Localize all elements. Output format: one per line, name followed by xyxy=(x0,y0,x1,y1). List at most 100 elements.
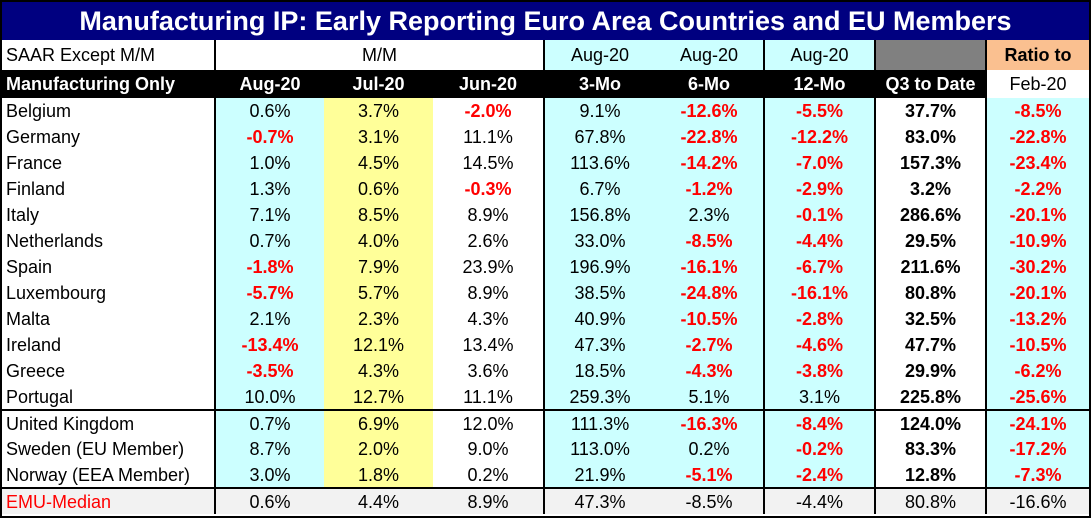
cell-ratio-feb20: -20.1% xyxy=(985,202,1090,228)
header-row-1: SAAR Except M/M M/M Aug-20 Aug-20 Aug-20… xyxy=(2,40,1090,70)
cell-aug20: 0.6% xyxy=(215,98,324,124)
cell-jul20: 2.0% xyxy=(324,436,433,462)
header-ratio-to: Ratio to xyxy=(985,40,1090,70)
cell-jul20: 12.7% xyxy=(324,384,433,410)
header-col-aug20: Aug-20 xyxy=(215,70,324,98)
cell-jul20: 12.1% xyxy=(324,332,433,358)
cell-q3-to-date: 80.8% xyxy=(874,487,987,514)
cell-3mo: 259.3% xyxy=(543,384,656,410)
cell-jul20: 7.9% xyxy=(324,254,433,280)
cell-aug20: 7.1% xyxy=(215,202,324,228)
cell-q3-to-date: 286.6% xyxy=(874,202,987,228)
row-label: Sweden (EU Member) xyxy=(2,436,216,462)
cell-6mo: -4.3% xyxy=(655,358,765,384)
row-label: Italy xyxy=(2,202,216,228)
cell-3mo: 6.7% xyxy=(543,176,656,202)
cell-jun20: 14.5% xyxy=(433,150,545,176)
cell-3mo: 156.8% xyxy=(543,202,656,228)
cell-jul20: 1.8% xyxy=(324,462,433,488)
cell-6mo: -22.8% xyxy=(655,124,765,150)
cell-6mo: 2.3% xyxy=(655,202,765,228)
cell-12mo: -2.4% xyxy=(763,462,876,488)
cell-jun20: 12.0% xyxy=(433,409,545,436)
cell-12mo: -5.5% xyxy=(763,98,876,124)
cell-aug20: 1.0% xyxy=(215,150,324,176)
cell-3mo: 196.9% xyxy=(543,254,656,280)
table-row: Italy 7.1% 8.5% 8.9% 156.8% 2.3% -0.1% 286.6% -2… xyxy=(2,202,1090,228)
cell-jul20: 4.3% xyxy=(324,358,433,384)
header-mm-label: M/M xyxy=(215,40,545,70)
header-manufacturing-only: Manufacturing Only xyxy=(2,70,216,98)
cell-q3-to-date: 83.0% xyxy=(874,124,987,150)
cell-ratio-feb20: -24.1% xyxy=(985,409,1090,436)
cell-aug20: 0.7% xyxy=(215,409,324,436)
cell-12mo: -12.2% xyxy=(763,124,876,150)
cell-jun20: -2.0% xyxy=(433,98,545,124)
cell-aug20: 10.0% xyxy=(215,384,324,410)
table-row: Malta 2.1% 2.3% 4.3% 40.9% -10.5% -2.8% 32.5% -1… xyxy=(2,306,1090,332)
cell-12mo: -0.1% xyxy=(763,202,876,228)
cell-aug20: -5.7% xyxy=(215,280,324,306)
row-label: Portugal xyxy=(2,384,216,410)
cell-jul20: 6.9% xyxy=(324,409,433,436)
cell-12mo: -16.1% xyxy=(763,280,876,306)
cell-12mo: -4.6% xyxy=(763,332,876,358)
table-row: Finland 1.3% 0.6% -0.3% 6.7% -1.2% -2.9% 3.2% -2… xyxy=(2,176,1090,202)
cell-6mo: 5.1% xyxy=(655,384,765,410)
cell-ratio-feb20: -22.8% xyxy=(985,124,1090,150)
cell-q3-to-date: 12.8% xyxy=(874,462,987,488)
cell-12mo: -2.9% xyxy=(763,176,876,202)
table-row: Portugal 10.0% 12.7% 11.1% 259.3% 5.1% 3.1% 225… xyxy=(2,384,1090,410)
cell-jul20: 8.5% xyxy=(324,202,433,228)
cell-3mo: 33.0% xyxy=(543,228,656,254)
table-title: Manufacturing IP: Early Reporting Euro A… xyxy=(2,2,1089,40)
cell-ratio-feb20: -7.3% xyxy=(985,462,1090,488)
cell-q3-to-date: 3.2% xyxy=(874,176,987,202)
cell-jun20: 9.0% xyxy=(433,436,545,462)
cell-jun20: 23.9% xyxy=(433,254,545,280)
header-3mo-month: Aug-20 xyxy=(543,40,656,70)
cell-3mo: 67.8% xyxy=(543,124,656,150)
row-label: Luxembourg xyxy=(2,280,216,306)
cell-aug20: 1.3% xyxy=(215,176,324,202)
cell-6mo: -8.5% xyxy=(655,487,765,514)
header-col-6mo: 6-Mo xyxy=(655,70,765,98)
row-label: Germany xyxy=(2,124,216,150)
cell-12mo: -6.7% xyxy=(763,254,876,280)
cell-jun20: 11.1% xyxy=(433,384,545,410)
cell-3mo: 113.0% xyxy=(543,436,656,462)
cell-jun20: 8.9% xyxy=(433,487,545,514)
cell-jul20: 4.4% xyxy=(324,487,433,514)
cell-jun20: 0.2% xyxy=(433,462,545,488)
cell-12mo: -0.2% xyxy=(763,436,876,462)
cell-12mo: -8.4% xyxy=(763,409,876,436)
cell-3mo: 38.5% xyxy=(543,280,656,306)
header-col-jul20: Jul-20 xyxy=(324,70,433,98)
cell-3mo: 40.9% xyxy=(543,306,656,332)
row-label: Greece xyxy=(2,358,216,384)
table-row: Belgium 0.6% 3.7% -2.0% 9.1% -12.6% -5.5% 37.7%… xyxy=(2,98,1090,124)
cell-6mo: -14.2% xyxy=(655,150,765,176)
cell-ratio-feb20: -8.5% xyxy=(985,98,1090,124)
cell-6mo: -5.1% xyxy=(655,462,765,488)
cell-ratio-feb20: -30.2% xyxy=(985,254,1090,280)
cell-3mo: 111.3% xyxy=(543,409,656,436)
table-row: United Kingdom 0.7% 6.9% 12.0% 111.3% -16.3% -… xyxy=(2,409,1090,436)
cell-3mo: 47.3% xyxy=(543,487,656,514)
cell-q3-to-date: 80.8% xyxy=(874,280,987,306)
cell-12mo: -7.0% xyxy=(763,150,876,176)
cell-3mo: 47.3% xyxy=(543,332,656,358)
cell-12mo: -3.8% xyxy=(763,358,876,384)
cell-6mo: -8.5% xyxy=(655,228,765,254)
cell-jul20: 5.7% xyxy=(324,280,433,306)
cell-jun20: 11.1% xyxy=(433,124,545,150)
header-6mo-month: Aug-20 xyxy=(655,40,765,70)
cell-aug20: 0.7% xyxy=(215,228,324,254)
cell-ratio-feb20: -16.6% xyxy=(985,487,1090,514)
cell-jun20: 13.4% xyxy=(433,332,545,358)
cell-q3-to-date: 157.3% xyxy=(874,150,987,176)
cell-jul20: 4.0% xyxy=(324,228,433,254)
row-label: Ireland xyxy=(2,332,216,358)
cell-jun20: 4.3% xyxy=(433,306,545,332)
